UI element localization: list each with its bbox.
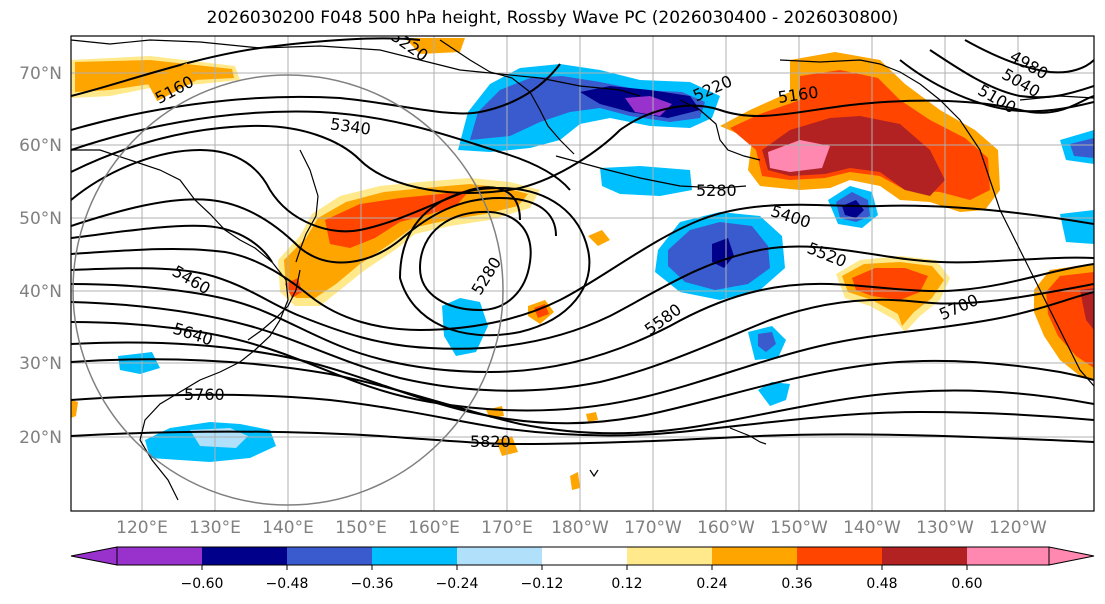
colorbar-tick-label: −0.36: [351, 576, 394, 592]
anomaly-positive-alaska: [720, 52, 1000, 212]
map-title: 2026030200 F048 500 hPa height, Rossby W…: [206, 8, 899, 28]
colorbar-tick-label: 0.48: [866, 576, 897, 592]
colorbar-extend-high: [1048, 546, 1095, 566]
colorbar-segment: [372, 547, 457, 565]
colorbar-ticks: [201, 565, 968, 570]
colorbar-tick-label: −0.12: [521, 576, 564, 592]
target-region-circle: [72, 74, 504, 506]
lon-label: 160°E: [408, 518, 460, 538]
anomaly-positive-north: [405, 38, 465, 54]
colorbar-segment: [712, 547, 797, 565]
colorbar-segment: [117, 547, 202, 565]
lon-label: 170°E: [481, 518, 533, 538]
lon-label: 180°W: [551, 518, 609, 538]
height-contours: [71, 37, 1094, 446]
anomaly-negative-bering: [458, 64, 720, 196]
colorbar-extend-low: [70, 546, 118, 566]
anomaly-positive-subtropical: [836, 256, 950, 332]
colorbar-frame: [116, 546, 1050, 566]
lon-label: 130°E: [189, 518, 241, 538]
lon-label: 150°W: [770, 518, 828, 538]
latitude-labels: 70°N 60°N 50°N 40°N 30°N 20°N: [19, 64, 62, 448]
colorbar-tick-label: 0.12: [611, 576, 642, 592]
lon-label: 150°E: [335, 518, 387, 538]
contour-label: 5760: [184, 385, 225, 404]
colorbar-tick-label: 0.24: [696, 576, 727, 592]
anomaly-positive-small-1: [588, 230, 610, 246]
anomaly-positive-small-6: [586, 412, 598, 422]
colorbar-segment: [627, 547, 712, 565]
colorbar-segment: [202, 547, 287, 565]
lat-label: 50°N: [19, 209, 62, 229]
lat-label: 70°N: [19, 64, 62, 84]
lon-label: 120°W: [989, 518, 1047, 538]
colorbar-tick-label: 0.60: [951, 576, 982, 592]
lon-label: 120°E: [116, 518, 168, 538]
lat-label: 40°N: [19, 282, 62, 302]
longitude-labels: 120°E 130°E 140°E 150°E 160°E 170°E 180°…: [116, 518, 1047, 538]
contour-label: 5820: [470, 432, 511, 451]
colorbar-tick-label: −0.24: [436, 576, 479, 592]
contour-label: 5280: [696, 181, 737, 200]
anomaly-positive-small-5: [570, 472, 580, 490]
colorbar-tick-label: −0.60: [181, 576, 224, 592]
colorbar-segment: [797, 547, 882, 565]
colorbar-segment: [457, 547, 542, 565]
lon-label: 130°W: [916, 518, 974, 538]
anomaly-shading: [71, 38, 1094, 490]
colorbar-tick-label: −0.48: [266, 576, 309, 592]
colorbar-segment: [882, 547, 967, 565]
lon-label: 160°W: [697, 518, 755, 538]
lon-label: 140°W: [843, 518, 901, 538]
anomaly-negative-central: [655, 212, 785, 300]
lat-label: 20°N: [19, 428, 62, 448]
lat-label: 30°N: [19, 354, 62, 374]
lon-label: 170°W: [624, 518, 682, 538]
colorbar-tick-label: 0.36: [781, 576, 812, 592]
map-frame: [70, 35, 1095, 512]
colorbar-segment: [967, 547, 1049, 565]
colorbar-segment: [287, 547, 372, 565]
anomaly-negative-small-3: [758, 382, 790, 406]
lon-label: 140°E: [262, 518, 314, 538]
colorbar-segment: [542, 547, 627, 565]
lat-label: 60°N: [19, 136, 62, 156]
colorbar: −0.60 −0.48 −0.36 −0.24 −0.12 0.12 0.24 …: [70, 546, 1095, 592]
